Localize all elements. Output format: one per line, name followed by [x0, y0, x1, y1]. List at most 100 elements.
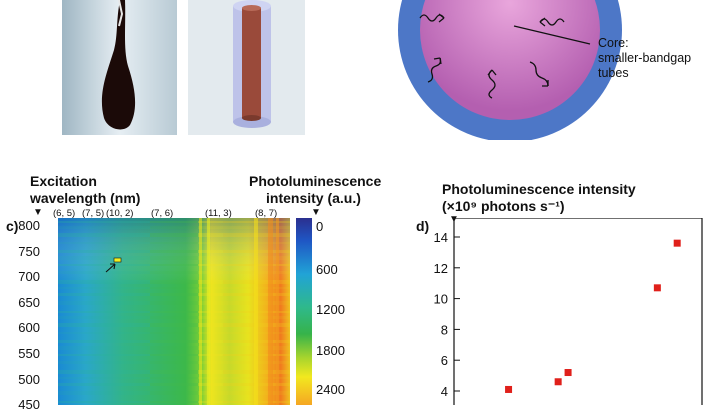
y-tick-label: 12 — [434, 261, 448, 276]
heatmap-band — [150, 226, 198, 229]
y-tick-750: 750 — [18, 244, 40, 259]
plot-frame — [453, 218, 703, 405]
heatmap-band — [150, 340, 198, 343]
core-label-line-3: tubes — [598, 66, 629, 80]
heatmap-band — [150, 383, 198, 386]
heatmap-band — [58, 280, 150, 284]
peak-label-10-2: (10, 2) — [106, 208, 134, 219]
heatmap-band — [198, 280, 223, 284]
heatmap-band — [198, 346, 223, 350]
heatmap-band — [58, 370, 150, 374]
scatter-points — [505, 239, 681, 393]
heatmap-band — [58, 346, 150, 350]
heatmap-band — [150, 301, 198, 305]
excitation-emission-heatmap — [58, 218, 290, 405]
peak-label-7-5: (7, 5) — [82, 208, 105, 219]
heatmap-band — [198, 361, 223, 364]
heatmap-band — [198, 340, 223, 343]
heatmap-band — [150, 264, 198, 266]
heatmap-band — [58, 256, 150, 260]
panel-d-letter: d) — [416, 218, 430, 234]
excitation-title-line-1: Excitation — [30, 173, 97, 189]
heatmap-band — [198, 354, 223, 356]
heatmap-band — [198, 377, 223, 379]
y-tick-550: 550 — [18, 346, 40, 361]
core-circle — [420, 0, 600, 120]
heatmap-band — [198, 271, 223, 274]
excitation-title-line-2: wavelength (nm) — [30, 190, 141, 206]
colorbar — [296, 218, 312, 405]
photon-arrows — [419, 13, 591, 99]
heatmap-band — [150, 346, 198, 350]
heatmap-band — [198, 256, 223, 260]
pl-scatter-chart: 14 12 10 8 6 4 — [434, 218, 703, 405]
heatmap-band — [58, 316, 150, 319]
heatmap-band — [58, 301, 150, 305]
heatmap-band — [150, 271, 198, 274]
core-shell-cylinder — [188, 0, 305, 135]
heatmap-bands — [58, 218, 290, 405]
core-shell-cross-section: Core: smaller-bandgap tubes — [398, 0, 691, 140]
emission-column — [268, 218, 273, 405]
colorbar-tick-1200: 1200 — [316, 302, 345, 317]
heatmap-band — [150, 233, 198, 237]
chart-title-line-2: (×10⁹ photons s⁻¹) — [442, 198, 565, 214]
data-point — [653, 284, 661, 292]
heatmap-band — [58, 221, 150, 223]
nanotube-photo-art — [62, 0, 177, 135]
heatmap-band — [198, 301, 223, 305]
heatmap-band — [198, 250, 223, 253]
heatmap-band — [198, 242, 223, 244]
data-point — [673, 239, 681, 247]
heatmap-band — [58, 361, 150, 364]
emission-column — [199, 218, 202, 405]
heatmap-band — [150, 221, 198, 223]
peak-label-8-7: (8, 7) — [255, 208, 278, 219]
heatmap-band — [150, 280, 198, 284]
y-tick-label: 14 — [434, 230, 448, 245]
data-point — [564, 369, 572, 377]
heatmap-band — [58, 242, 150, 244]
heatmap-band — [58, 323, 150, 327]
chart-title-line-1: Photoluminescence intensity — [442, 181, 636, 197]
heatmap-band — [198, 287, 223, 289]
data-point — [505, 385, 513, 393]
heatmap-band — [198, 391, 223, 395]
heatmap-band — [150, 361, 198, 364]
heatmap-band — [198, 311, 223, 313]
y-tick-600: 600 — [18, 320, 40, 335]
y-tick-label: 6 — [441, 353, 448, 368]
colorbar-tick-600: 600 — [316, 262, 338, 277]
nanotube-photo — [62, 0, 177, 135]
heatmap-band — [58, 383, 150, 386]
heatmap-band — [198, 226, 223, 229]
heatmap-band — [58, 287, 150, 289]
y-axis-ticks: 14 12 10 8 6 4 — [434, 230, 460, 399]
colorbar-marker-icon: ▼ — [311, 207, 321, 218]
colorbar-tick-0: 0 — [316, 219, 324, 234]
peak-label-6-5: (6, 5) — [53, 208, 76, 219]
colorbar-tick-1800: 1800 — [316, 343, 345, 358]
heatmap-band — [150, 391, 198, 395]
highlight-arrow-icon — [105, 263, 116, 273]
heatmap-band — [58, 233, 150, 237]
heatmap-band — [150, 370, 198, 374]
heatmap-band — [58, 377, 150, 379]
heatmap-band — [58, 226, 150, 229]
heatmap-band — [198, 323, 223, 327]
heatmap-band — [198, 332, 223, 334]
heatmap-band — [198, 264, 223, 266]
y-tick-label: 10 — [434, 292, 448, 307]
heatmap-band — [150, 311, 198, 313]
peak-label-11-3: (11, 3) — [205, 208, 232, 219]
heatmap-band — [150, 316, 198, 319]
colorbar-tick-2400: 2400 — [316, 382, 345, 397]
peak-label-7-6: (7, 6) — [151, 208, 174, 219]
y-tick-650: 650 — [18, 295, 40, 310]
core-label-line-1: Core: — [598, 36, 629, 50]
heatmap-band — [150, 256, 198, 260]
heatmap-band — [58, 271, 150, 274]
heatmap-band — [198, 383, 223, 386]
heatmap-band — [150, 332, 198, 334]
panel-c-letter: c) — [6, 218, 19, 234]
